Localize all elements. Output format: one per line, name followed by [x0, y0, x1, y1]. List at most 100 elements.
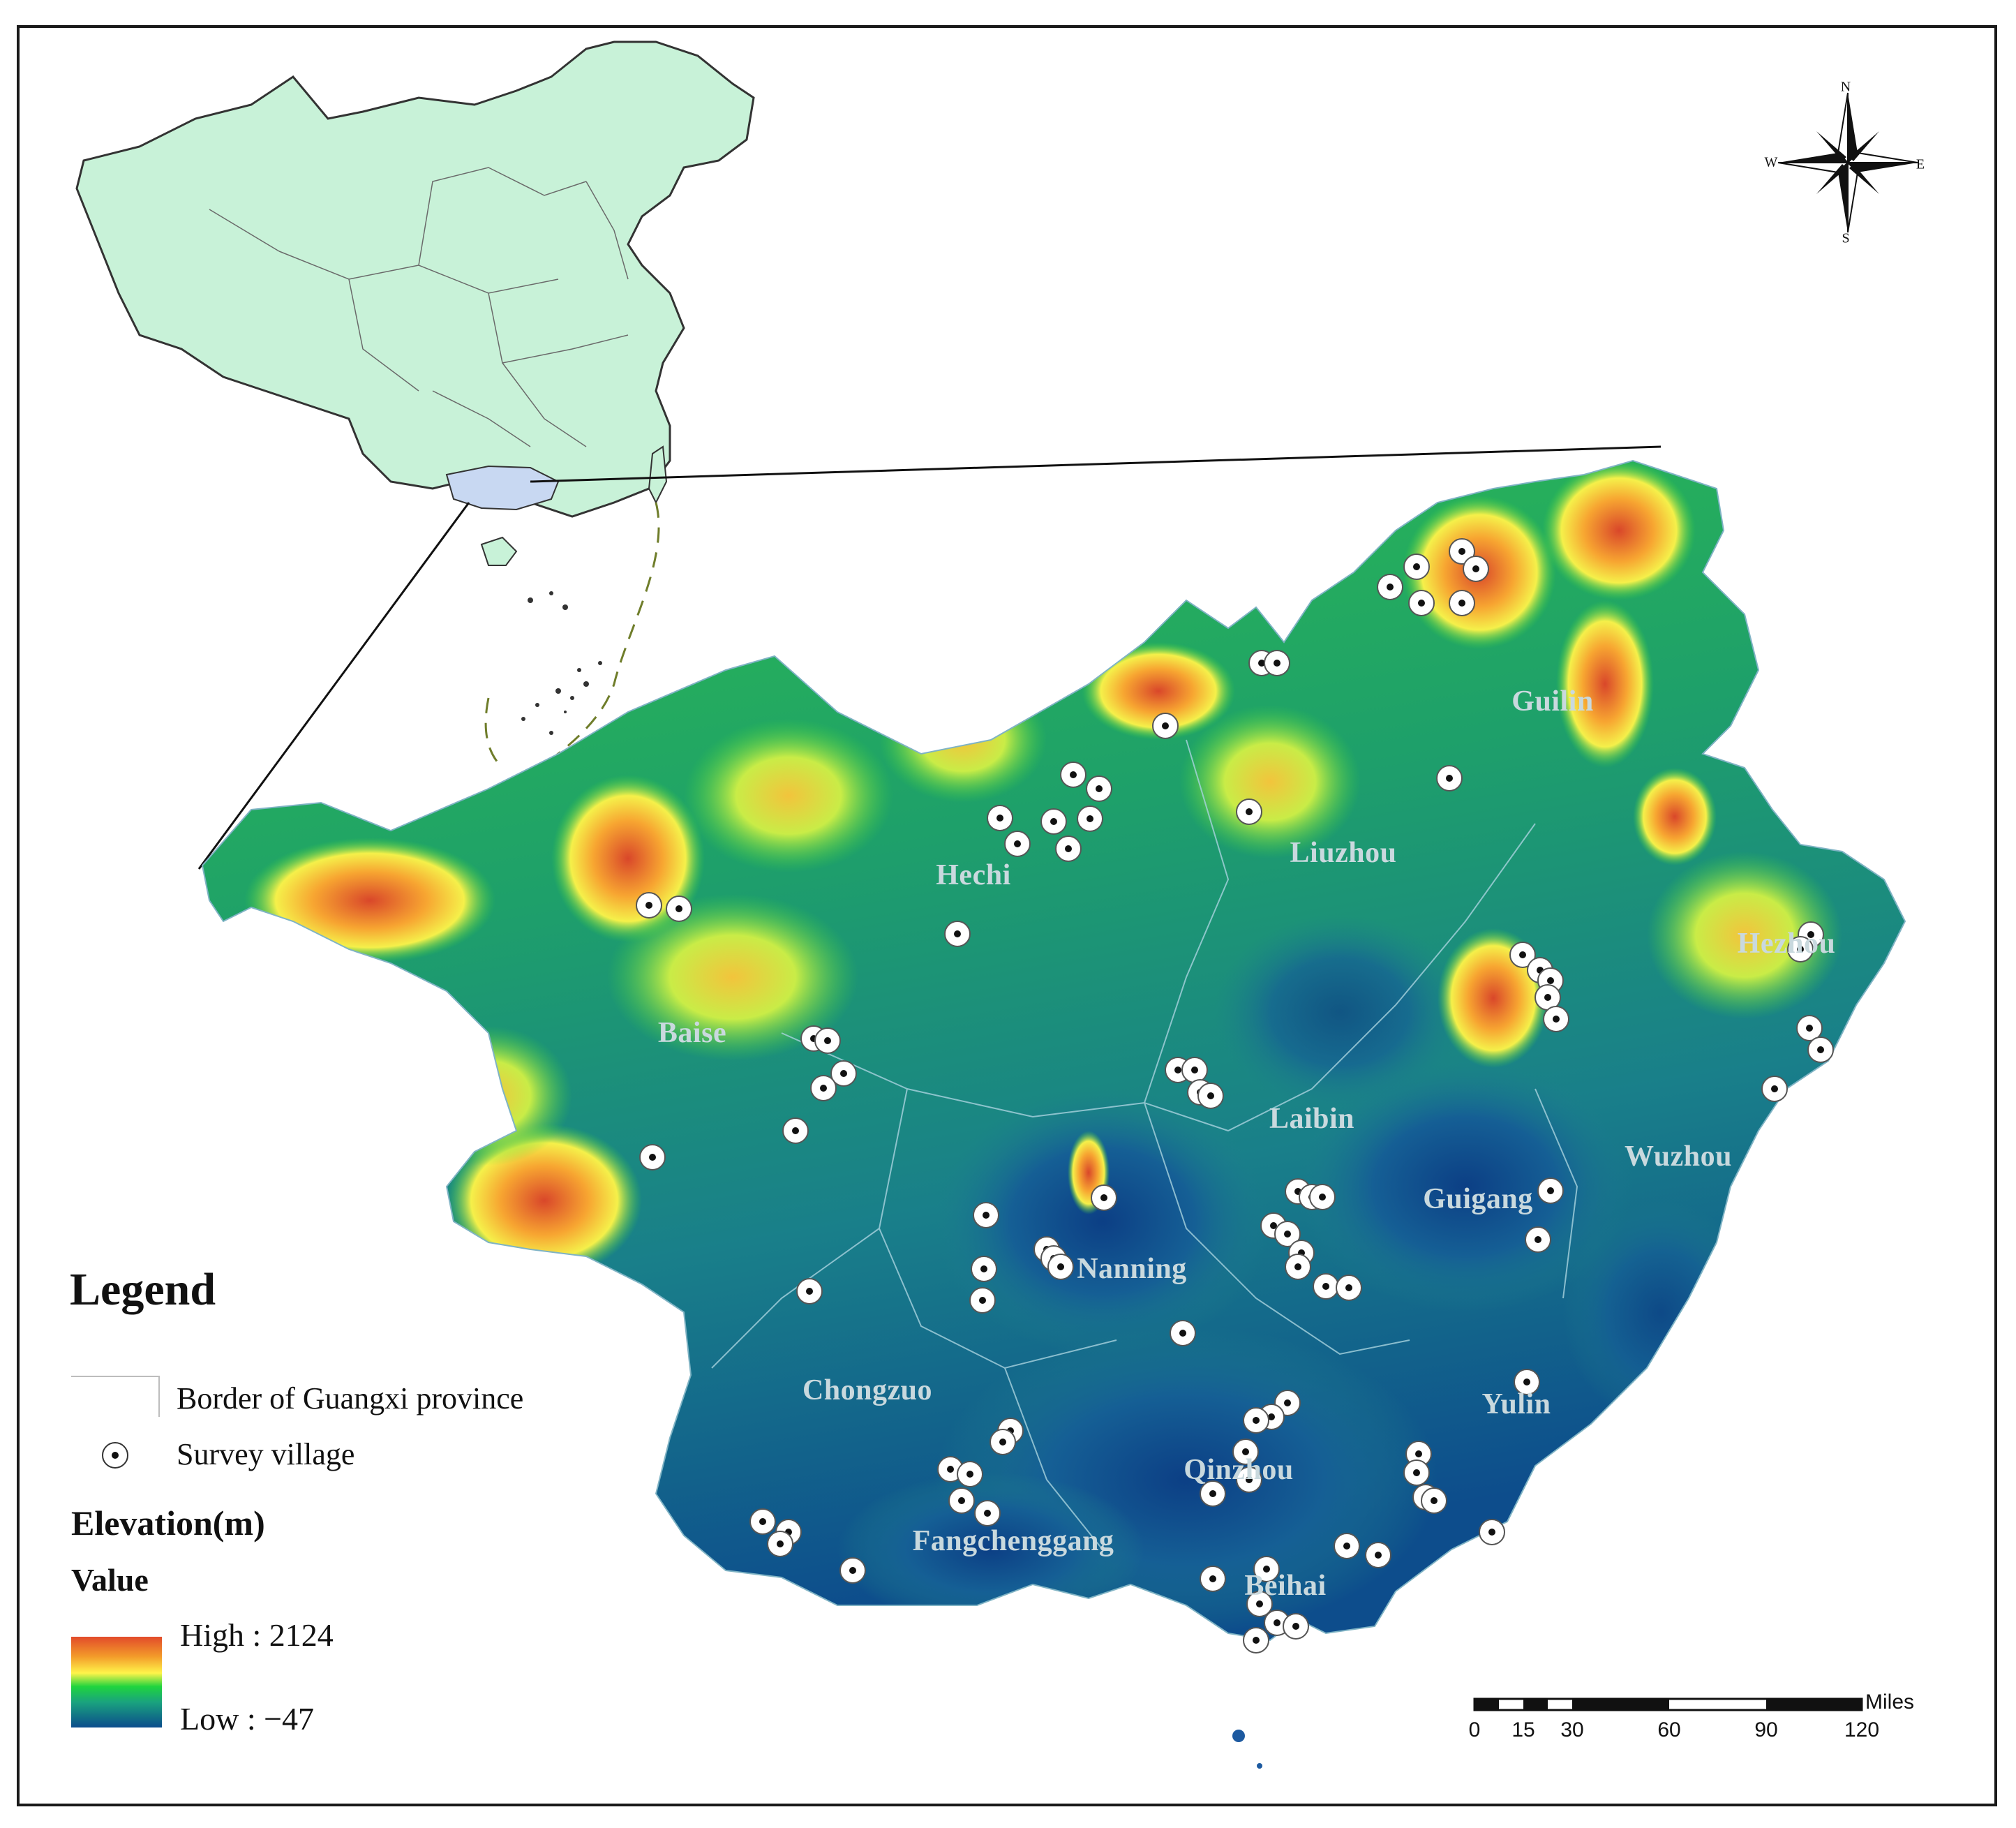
survey-village-marker[interactable] [1040, 808, 1067, 835]
city-label-qinzhou: Qinzhou [1184, 1454, 1294, 1486]
survey-village-marker[interactable] [1403, 553, 1430, 580]
scale-units-label: Miles [1865, 1690, 1915, 1714]
survey-village-marker[interactable] [1152, 713, 1179, 739]
survey-village-marker[interactable] [796, 1278, 823, 1305]
survey-village-marker[interactable] [1509, 942, 1536, 968]
survey-village-marker[interactable] [1243, 1627, 1269, 1654]
survey-village-marker[interactable] [1543, 1006, 1569, 1032]
elevation-color-ramp [71, 1637, 162, 1727]
survey-village-marker[interactable] [1309, 1184, 1336, 1210]
survey-village-marker[interactable] [971, 1256, 997, 1282]
survey-village-marker[interactable] [839, 1557, 866, 1584]
survey-village-marker[interactable] [1197, 1083, 1224, 1109]
city-label-guigang: Guigang [1423, 1183, 1533, 1215]
survey-village-marker[interactable] [1091, 1184, 1117, 1211]
survey-village-marker[interactable] [830, 1060, 857, 1087]
survey-village-marker[interactable] [973, 1202, 999, 1228]
scale-tick-label: 60 [1657, 1718, 1681, 1741]
scale-bar [1473, 1697, 1863, 1711]
survey-village-marker[interactable] [948, 1487, 975, 1514]
compass-rose [1777, 92, 1918, 233]
survey-village-marker[interactable] [1479, 1519, 1505, 1545]
inset-connector-left [197, 502, 470, 870]
survey-village-marker[interactable] [944, 921, 971, 947]
china-province-borders [209, 167, 629, 447]
survey-village-marker[interactable] [639, 1144, 666, 1171]
city-label-fangchenggang: Fangchenggang [912, 1525, 1114, 1557]
survey-village-marker[interactable] [1377, 574, 1403, 600]
prefecture-borders [711, 739, 1578, 1550]
city-label-chongzuo: Chongzuo [802, 1374, 933, 1406]
survey-village-marker[interactable] [1086, 775, 1112, 802]
survey-village-marker[interactable] [1236, 1466, 1262, 1493]
survey-village-marker[interactable] [1055, 835, 1082, 862]
survey-village-marker[interactable] [767, 1531, 793, 1557]
survey-village-marker[interactable] [1525, 1226, 1551, 1253]
survey-village-marker[interactable] [1264, 650, 1290, 676]
legend-value-label: Value [71, 1562, 149, 1598]
survey-village-marker[interactable] [1060, 761, 1087, 788]
south-china-sea-dash [484, 502, 660, 776]
survey-village-marker[interactable] [1232, 1439, 1259, 1465]
survey-village-marker[interactable] [1421, 1487, 1447, 1514]
survey-village-marker[interactable] [974, 1500, 1001, 1526]
survey-village-marker[interactable] [1449, 538, 1475, 565]
survey-village-marker[interactable] [1246, 1591, 1273, 1617]
legend-title: Legend [70, 1264, 216, 1315]
survey-village-marker[interactable] [1313, 1273, 1339, 1300]
legend-elevation-title: Elevation(m) [71, 1503, 265, 1543]
survey-village-marker[interactable] [636, 892, 662, 919]
survey-village-marker[interactable] [1403, 1459, 1430, 1486]
survey-village-marker[interactable] [1243, 1407, 1269, 1434]
city-label-guilin: Guilin [1511, 685, 1594, 718]
survey-village-marker[interactable] [1436, 765, 1463, 792]
compass-north: N [1840, 79, 1851, 95]
survey-village-marker[interactable] [1787, 936, 1814, 963]
survey-village-marker[interactable] [814, 1027, 841, 1054]
survey-village-marker[interactable] [1200, 1566, 1226, 1592]
survey-village-marker[interactable] [666, 896, 692, 922]
survey-village-marker[interactable] [1004, 831, 1031, 857]
compass-east: E [1916, 156, 1925, 172]
survey-village-marker[interactable] [1796, 1015, 1823, 1041]
survey-village-marker[interactable] [1283, 1613, 1309, 1640]
scale-tick-label: 15 [1511, 1718, 1535, 1741]
legend-high-label: High : 2124 [180, 1617, 334, 1653]
survey-village-marker[interactable] [810, 1075, 837, 1101]
survey-village-marker[interactable] [1336, 1275, 1362, 1301]
survey-village-marker[interactable] [1253, 1556, 1280, 1582]
scale-tick-label: 0 [1468, 1718, 1481, 1741]
survey-village-marker[interactable] [1463, 556, 1489, 582]
city-label-nanning: Nanning [1077, 1253, 1187, 1285]
survey-village-marker[interactable] [1365, 1542, 1391, 1568]
survey-village-marker[interactable] [1181, 1057, 1208, 1083]
survey-village-marker[interactable] [1807, 1036, 1834, 1063]
legend-border-label: Border of Guangxi province [177, 1381, 524, 1415]
survey-village-marker[interactable] [957, 1461, 983, 1487]
survey-village-marker[interactable] [1200, 1480, 1226, 1507]
compass-west: W [1764, 154, 1778, 170]
survey-village-marker[interactable] [990, 1429, 1016, 1455]
survey-village-marker[interactable] [1761, 1076, 1788, 1102]
survey-village-marker[interactable] [749, 1508, 776, 1535]
survey-village-marker[interactable] [1170, 1320, 1196, 1346]
city-label-hechi: Hechi [936, 859, 1011, 891]
china-inset-map [75, 40, 755, 776]
survey-village-marker[interactable] [1514, 1369, 1540, 1395]
survey-village-marker[interactable] [1236, 798, 1262, 825]
survey-village-marker[interactable] [969, 1287, 996, 1314]
survey-village-marker[interactable] [1077, 805, 1103, 832]
survey-village-marker[interactable] [1449, 590, 1475, 616]
survey-village-marker[interactable] [1334, 1533, 1360, 1559]
survey-village-marker[interactable] [1047, 1254, 1074, 1280]
compass-south: S [1842, 230, 1850, 246]
legend-low-label: Low : −47 [180, 1701, 315, 1737]
survey-village-marker[interactable] [782, 1117, 809, 1144]
city-label-hezhou: Hezhou [1737, 928, 1836, 960]
survey-village-marker[interactable] [1285, 1254, 1311, 1280]
survey-village-marker[interactable] [1408, 590, 1435, 616]
survey-village-marker[interactable] [987, 805, 1013, 831]
survey-village-marker[interactable] [1274, 1221, 1301, 1247]
survey-village-marker[interactable] [1537, 1177, 1564, 1204]
